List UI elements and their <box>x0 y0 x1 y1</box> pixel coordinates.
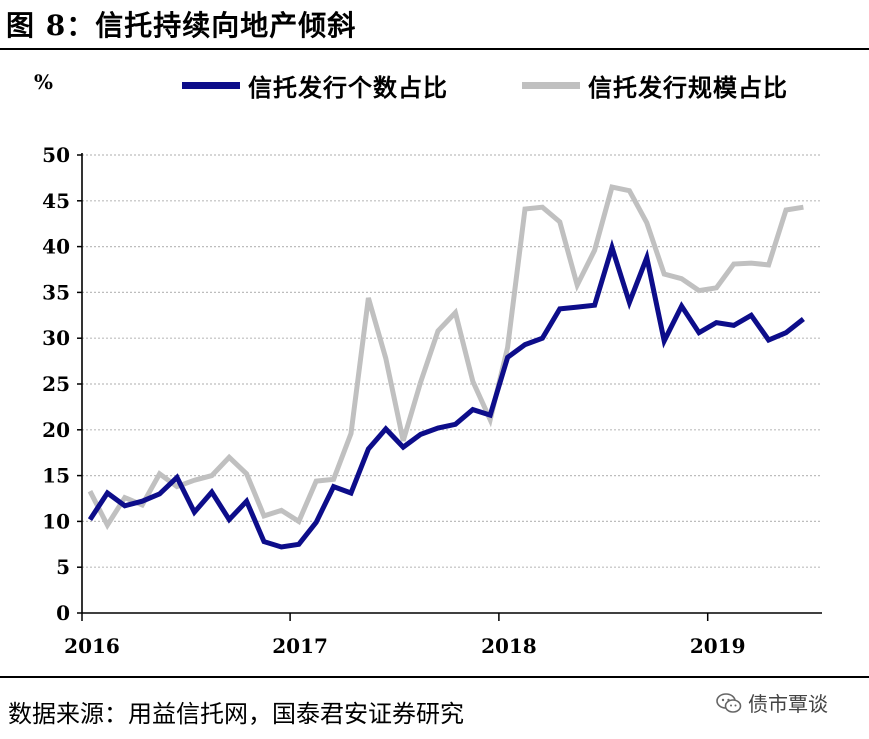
y-tick-label-25: 25 <box>42 372 70 396</box>
y-tick-label-15: 15 <box>42 464 70 488</box>
x-tick-label-2017: 2017 <box>272 634 328 658</box>
title-rule <box>0 48 869 50</box>
wechat-icon <box>716 692 742 713</box>
y-tick-label-40: 40 <box>42 235 70 259</box>
y-tick-label-35: 35 <box>42 280 70 304</box>
legend-item-scale: 信托发行规模占比 <box>522 70 788 102</box>
watermark-text: 债市覃谈 <box>748 692 828 716</box>
legend-swatch-count <box>182 81 240 89</box>
series-line-1 <box>87 184 804 531</box>
data-source: 数据来源：用益信托网，国泰君安证券研究 <box>8 700 464 728</box>
footer-rule <box>0 676 869 678</box>
y-tick-label-5: 5 <box>56 555 70 579</box>
y-tick-label-20: 20 <box>42 418 70 442</box>
x-tick-label-2019: 2019 <box>690 634 746 658</box>
legend-item-count: 信托发行个数占比 <box>182 70 448 102</box>
x-tick-label-2016: 2016 <box>64 634 120 658</box>
line-chart: 0 5 10 15 20 25 30 35 40 45 50 2016 2017 2018 2019 <box>42 143 822 658</box>
figure-title: 图 8：信托持续向地产倾斜 <box>6 9 357 42</box>
grid-lines <box>82 154 822 568</box>
y-axis-unit: % <box>34 70 54 94</box>
x-tick-label-2018: 2018 <box>481 634 537 658</box>
y-tick-label-45: 45 <box>42 189 70 213</box>
series-line-0 <box>87 239 805 550</box>
legend-label-scale: 信托发行规模占比 <box>588 72 788 102</box>
y-tick-label-50: 50 <box>42 143 70 167</box>
axes: 0 5 10 15 20 25 30 35 40 45 50 2016 2017 2018 2019 <box>42 143 822 658</box>
watermark: 债市覃谈 <box>716 688 828 717</box>
series-lines <box>87 184 805 550</box>
y-tick-label-10: 10 <box>42 509 70 533</box>
y-tick-label-0: 0 <box>56 601 70 625</box>
y-tick-label-30: 30 <box>42 326 70 350</box>
legend-swatch-scale <box>522 81 580 89</box>
legend-label-count: 信托发行个数占比 <box>248 72 448 102</box>
